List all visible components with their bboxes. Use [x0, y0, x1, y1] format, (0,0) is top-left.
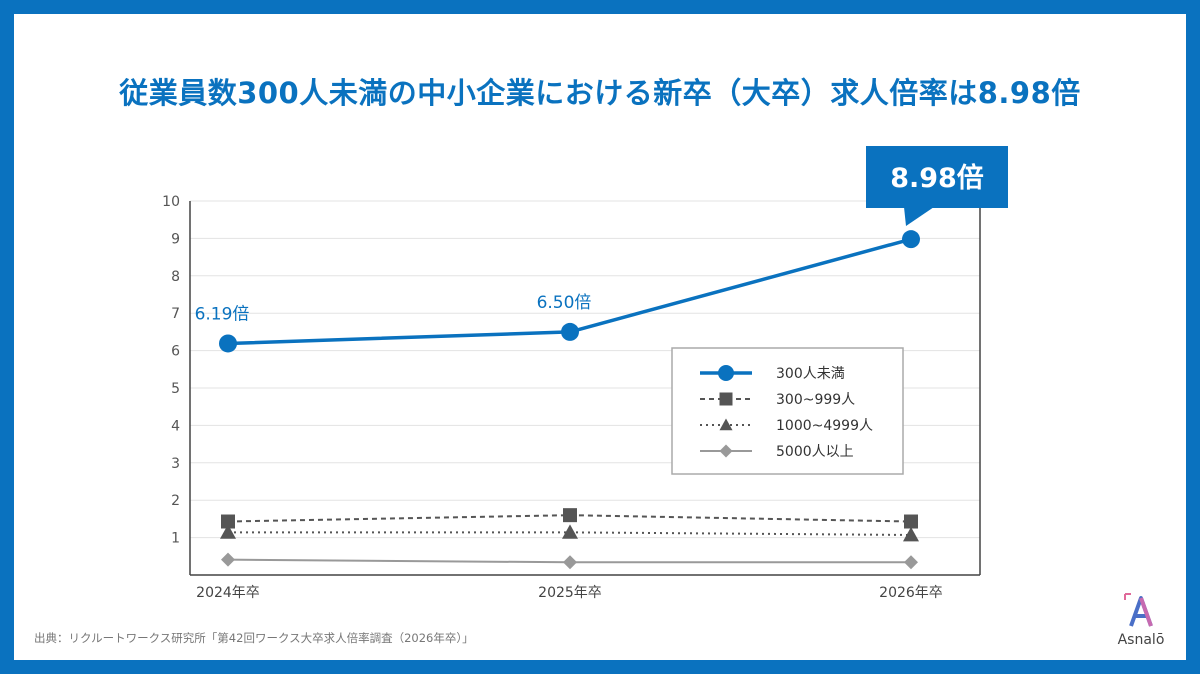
legend-marker: [719, 418, 733, 431]
y-tick-label: 1: [171, 531, 180, 547]
logo-text: Asnalō: [1117, 632, 1165, 648]
data-label: 6.50倍: [537, 293, 592, 313]
data-point: [904, 514, 918, 529]
data-point: [219, 334, 237, 353]
data-point: [561, 322, 579, 341]
legend-label: 1000~4999人: [776, 418, 873, 434]
data-point: [563, 508, 577, 523]
y-tick-label: 6: [171, 344, 180, 360]
data-point: [220, 524, 236, 539]
callout-box: [866, 146, 1008, 208]
source-note: 出典：リクルートワークス研究所「第42回ワークス大卒求人倍率調査（2026年卒）…: [34, 631, 474, 645]
data-label: 6.19倍: [195, 304, 250, 324]
data-point: [562, 524, 578, 539]
legend-label: 300~999人: [776, 392, 855, 408]
data-point: [221, 552, 235, 567]
y-tick-label: 7: [171, 306, 180, 322]
x-tick-label: 2025年卒: [538, 585, 602, 601]
legend-marker: [718, 365, 734, 381]
page-title: 従業員数300人未満の中小企業における新卒（大卒）求人倍率は8.98倍: [119, 76, 1081, 110]
legend-marker: [719, 444, 733, 458]
legend-marker: [719, 392, 733, 406]
x-tick-label: 2026年卒: [879, 585, 943, 601]
legend-label: 300人未満: [776, 366, 845, 382]
data-point: [221, 514, 235, 529]
brand-logo: Asnalō: [1116, 592, 1166, 648]
y-tick-label: 2: [171, 493, 180, 509]
asnalo-logo-icon: [1124, 593, 1153, 627]
x-tick-label: 2024年卒: [196, 585, 260, 601]
y-tick-label: 10: [162, 194, 180, 210]
data-point: [563, 555, 577, 570]
data-point: [904, 555, 918, 570]
chart-card: [14, 14, 1186, 660]
data-point: [903, 526, 919, 542]
y-tick-label: 4: [171, 418, 180, 434]
callout-label: 8.98倍: [890, 162, 984, 194]
callout-pointer: [904, 207, 934, 226]
y-tick-label: 3: [171, 456, 180, 472]
legend-box: [671, 347, 904, 475]
y-tick-label: 5: [171, 381, 180, 397]
y-tick-label: 9: [171, 231, 180, 247]
data-point: [902, 230, 920, 249]
legend-label: 5000人以上: [776, 444, 854, 460]
y-tick-label: 8: [171, 269, 180, 285]
